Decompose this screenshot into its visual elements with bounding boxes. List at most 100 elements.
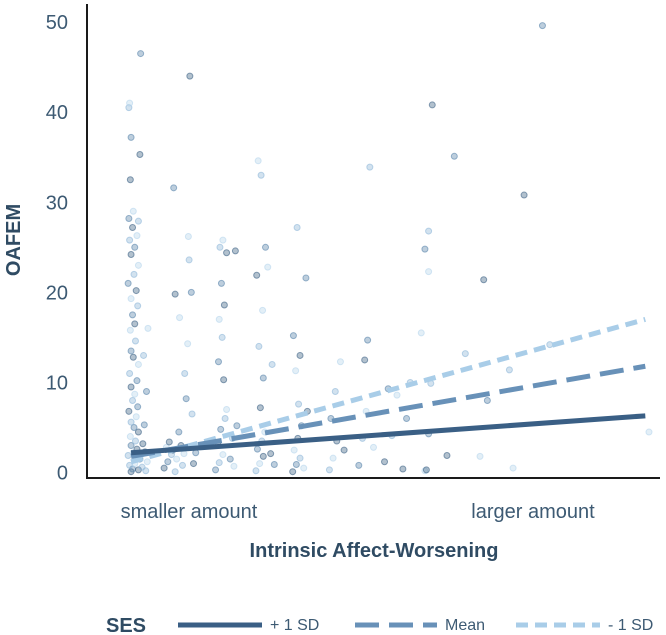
y-tick-label: 40 (46, 102, 68, 124)
data-point (160, 464, 168, 472)
data-point (133, 232, 141, 240)
data-point (300, 464, 308, 472)
data-point (215, 315, 223, 323)
data-point (216, 243, 224, 251)
data-point (137, 50, 145, 58)
data-point (428, 101, 436, 109)
data-point (403, 415, 411, 423)
data-point (443, 451, 451, 459)
data-point (264, 263, 272, 271)
data-point (289, 468, 297, 476)
data-point (293, 223, 301, 231)
data-point (127, 295, 135, 303)
data-point (220, 301, 228, 309)
data-point (221, 415, 229, 423)
data-point (217, 279, 225, 287)
data-point (131, 437, 139, 445)
data-point (129, 397, 137, 405)
data-point (366, 163, 374, 171)
data-point (361, 356, 369, 364)
data-point (292, 367, 300, 375)
data-point (262, 243, 270, 251)
x-tick-labels: smaller amount larger amount (121, 501, 595, 523)
data-point (399, 465, 407, 473)
data-point (131, 320, 139, 328)
data-point (188, 410, 196, 418)
data-point (134, 360, 142, 368)
x-tick-label-smaller: smaller amount (121, 501, 258, 523)
data-point (127, 442, 135, 450)
data-point (480, 276, 488, 284)
data-point (126, 176, 134, 184)
data-point (520, 191, 528, 199)
data-point (214, 358, 222, 366)
y-tick-label: 20 (46, 282, 68, 304)
data-points (124, 22, 653, 476)
x-tick-label-larger: larger amount (471, 501, 595, 523)
data-point (142, 467, 150, 475)
axes (86, 4, 660, 479)
data-point (133, 377, 141, 385)
data-point (127, 383, 135, 391)
legend-label-plus-1sd: + 1 SD (270, 617, 319, 634)
data-point (296, 454, 304, 462)
data-point (143, 387, 151, 395)
legend: SES + 1 SD Mean - 1 SD (106, 615, 653, 635)
legend-title: SES (106, 615, 146, 635)
data-point (124, 279, 132, 287)
data-point (252, 467, 260, 475)
data-point (129, 207, 137, 215)
data-point (253, 271, 261, 279)
data-point (134, 302, 142, 310)
data-point (164, 458, 172, 466)
data-point (381, 458, 389, 466)
data-point (127, 133, 135, 141)
data-point (259, 306, 267, 314)
data-point (131, 243, 139, 251)
data-point (126, 236, 134, 244)
data-point (393, 391, 401, 399)
data-point (190, 460, 198, 468)
data-point (425, 227, 433, 235)
series-line-plus-1sd (130, 413, 646, 456)
data-point (483, 397, 491, 405)
data-point (171, 468, 179, 476)
data-point (336, 358, 344, 366)
series-line-minus-1sd (130, 316, 646, 465)
data-point (461, 350, 469, 358)
data-point (215, 459, 223, 467)
data-point (134, 403, 142, 411)
data-point (165, 438, 173, 446)
data-point (290, 446, 298, 454)
data-point (355, 461, 363, 469)
data-point (538, 22, 546, 30)
data-point (125, 214, 133, 222)
data-point (331, 387, 339, 395)
data-point (184, 232, 192, 240)
data-point (220, 376, 228, 384)
data-point (179, 461, 186, 469)
data-point (182, 395, 190, 403)
data-point (505, 366, 513, 374)
data-point (270, 460, 278, 468)
data-point (223, 406, 231, 414)
y-axis-title: OAFEM (3, 204, 25, 276)
data-point (132, 287, 140, 295)
data-point (218, 333, 226, 341)
data-point (185, 256, 193, 264)
data-point (370, 443, 377, 451)
data-point (136, 150, 144, 158)
data-point (134, 428, 142, 436)
data-point (129, 311, 137, 319)
x-axis-title: Intrinsic Affect-Worsening (250, 540, 499, 562)
data-point (417, 329, 425, 337)
data-point (292, 460, 300, 468)
data-point (267, 450, 275, 458)
data-point (127, 251, 135, 259)
data-point (231, 247, 239, 255)
data-point (130, 270, 138, 278)
y-tick-labels: 0 10 20 30 40 50 (46, 12, 68, 485)
data-point (364, 336, 372, 344)
data-point (645, 428, 653, 436)
